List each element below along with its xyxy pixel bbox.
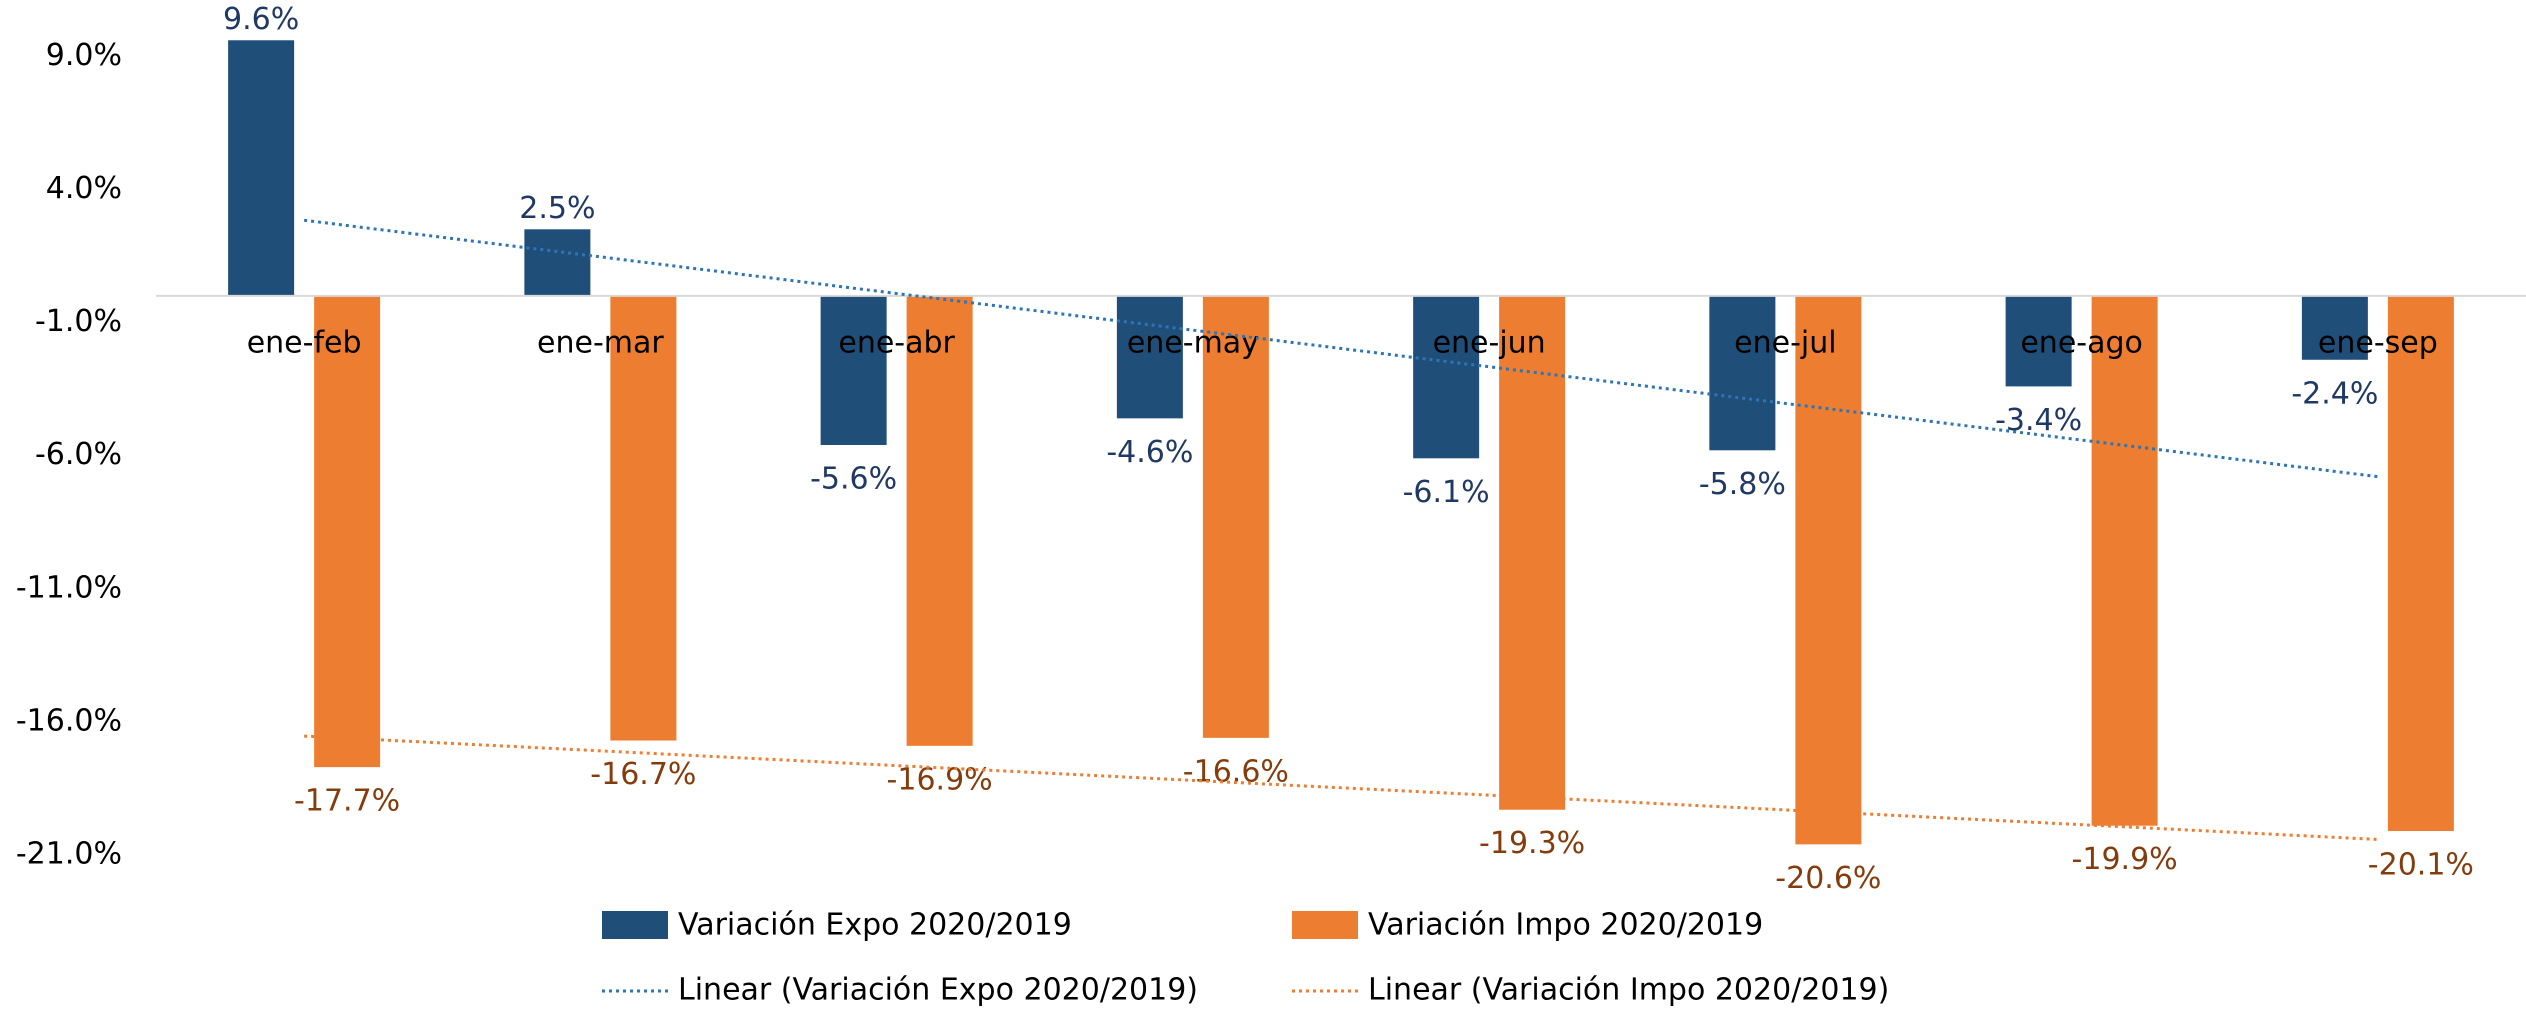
bar — [1202, 295, 1269, 738]
bar — [2005, 295, 2072, 387]
bar — [610, 295, 677, 741]
x-tick-label: ene-feb — [247, 325, 362, 360]
x-tick-label: ene-may — [1127, 325, 1259, 360]
legend-label: Linear (Variación Impo 2020/2019) — [1368, 973, 1889, 1008]
bar — [1499, 295, 1566, 810]
data-label: -17.7% — [294, 784, 400, 819]
x-tick-label: ene-abr — [838, 325, 955, 360]
x-tick-label: ene-ago — [2020, 325, 2143, 360]
bar — [2091, 295, 2158, 826]
bar — [820, 295, 887, 445]
data-label: -2.4% — [2291, 376, 2378, 411]
bar — [2301, 295, 2368, 360]
data-label: -16.9% — [887, 762, 993, 797]
bar — [314, 295, 381, 768]
trendline — [303, 218, 2379, 479]
bar — [1413, 295, 1480, 459]
y-tick-label: 4.0% — [46, 171, 122, 206]
data-label: 9.6% — [223, 2, 299, 37]
y-tick-label: -1.0% — [35, 304, 122, 339]
data-label: -5.6% — [810, 461, 897, 496]
data-label: -4.6% — [1106, 435, 1193, 470]
y-tick-label: 9.0% — [46, 38, 122, 73]
data-label: -19.9% — [2072, 842, 2178, 877]
data-label: -20.1% — [2368, 848, 2474, 883]
x-tick-label: ene-jul — [1734, 325, 1836, 360]
bar — [524, 229, 591, 296]
data-label: -5.8% — [1699, 467, 1786, 502]
trendline — [304, 734, 2378, 841]
legend-swatch — [1292, 911, 1358, 939]
bar — [906, 295, 973, 746]
legend-swatch — [602, 911, 668, 939]
legend-label: Variación Expo 2020/2019 — [678, 908, 1072, 943]
x-tick-label: ene-sep — [2318, 325, 2438, 360]
data-label: -6.1% — [1403, 475, 1490, 510]
data-label: 2.5% — [519, 191, 595, 226]
bar — [2387, 295, 2454, 832]
x-tick-label: ene-mar — [537, 325, 664, 360]
data-label: -20.6% — [1775, 861, 1881, 896]
bar — [1795, 295, 1862, 845]
bar — [1116, 295, 1183, 419]
data-label: -16.6% — [1183, 754, 1289, 789]
x-tick-label: ene-jun — [1433, 325, 1546, 360]
legend-label: Variación Impo 2020/2019 — [1368, 908, 1763, 943]
bar — [228, 40, 295, 296]
y-tick-label: -11.0% — [16, 570, 122, 605]
data-label: -16.7% — [590, 757, 696, 792]
bar — [1709, 295, 1776, 451]
y-tick-label: -16.0% — [16, 703, 122, 738]
y-tick-label: -6.0% — [35, 437, 122, 472]
data-label: -19.3% — [1479, 826, 1585, 861]
legend-label: Linear (Variación Expo 2020/2019) — [678, 973, 1198, 1008]
y-tick-label: -21.0% — [16, 837, 122, 872]
data-label: -3.4% — [1995, 403, 2082, 438]
